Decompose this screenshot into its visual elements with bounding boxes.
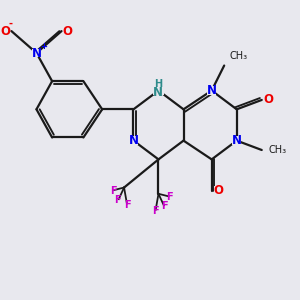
Text: F: F	[166, 192, 173, 202]
Text: CH₃: CH₃	[268, 145, 287, 155]
Text: F: F	[124, 200, 130, 210]
Text: F: F	[161, 201, 168, 211]
Text: O: O	[1, 25, 11, 38]
Bar	[232, 136, 241, 145]
Bar	[129, 136, 138, 145]
Bar	[207, 86, 216, 95]
Text: F: F	[115, 195, 121, 205]
Bar	[214, 186, 223, 195]
Text: O: O	[62, 25, 72, 38]
Bar	[152, 79, 164, 94]
Text: N: N	[153, 85, 163, 99]
Text: N: N	[128, 134, 139, 147]
Text: O: O	[264, 93, 274, 106]
Bar	[2, 27, 10, 35]
Text: -: -	[9, 19, 13, 29]
Text: F: F	[110, 186, 116, 196]
Text: N: N	[32, 46, 41, 59]
Text: +: +	[40, 42, 47, 51]
Text: O: O	[214, 184, 224, 197]
Bar	[264, 96, 273, 104]
Text: N: N	[207, 84, 217, 97]
Text: CH₃: CH₃	[230, 51, 248, 61]
Text: N: N	[232, 134, 242, 147]
Text: F: F	[152, 206, 159, 216]
Bar	[63, 27, 71, 35]
Bar	[32, 49, 41, 57]
Text: H: H	[154, 79, 162, 89]
